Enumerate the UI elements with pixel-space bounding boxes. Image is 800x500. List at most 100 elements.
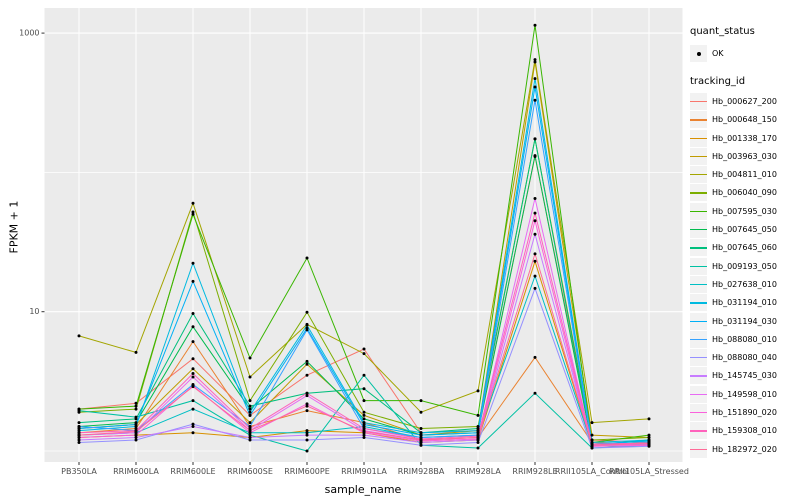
data-point bbox=[305, 402, 309, 406]
legend-label: Hb_027638_010 bbox=[712, 279, 777, 289]
legend-label: Hb_031194_030 bbox=[712, 316, 777, 326]
legend-key-line bbox=[690, 404, 707, 422]
legend-label: Hb_003963_030 bbox=[712, 151, 777, 161]
line-swatch-icon bbox=[690, 155, 707, 158]
data-point bbox=[305, 438, 309, 442]
data-point bbox=[248, 413, 252, 417]
legend-label: Hb_182972_020 bbox=[712, 444, 777, 454]
data-point bbox=[362, 436, 366, 439]
line-swatch-icon bbox=[690, 229, 707, 231]
data-point bbox=[191, 261, 195, 265]
data-point bbox=[77, 436, 81, 439]
data-point bbox=[305, 391, 309, 395]
x-tick-label: PB350LA bbox=[61, 467, 97, 476]
data-point bbox=[362, 417, 366, 421]
data-point bbox=[248, 427, 252, 430]
legend-label: Hb_007595_030 bbox=[712, 206, 777, 216]
legend-item-Hb_009193_050: Hb_009193_050 bbox=[690, 257, 800, 275]
legend-item-Hb_088080_040: Hb_088080_040 bbox=[690, 349, 800, 367]
legend-item-Hb_007595_030: Hb_007595_030 bbox=[690, 202, 800, 220]
legend-item-ok: OK bbox=[690, 45, 800, 62]
data-point bbox=[248, 356, 252, 360]
data-point bbox=[533, 60, 537, 64]
data-point bbox=[305, 394, 309, 398]
data-point bbox=[647, 442, 651, 446]
legend-item-Hb_088080_010: Hb_088080_010 bbox=[690, 330, 800, 348]
data-point bbox=[77, 441, 81, 444]
legend-label: Hb_159308_010 bbox=[712, 426, 777, 436]
legend-label: Hb_031194_010 bbox=[712, 298, 777, 308]
data-point bbox=[248, 399, 252, 403]
data-point bbox=[248, 421, 252, 425]
legend-key-line bbox=[690, 111, 707, 129]
data-point bbox=[305, 328, 309, 332]
line-swatch-icon bbox=[690, 119, 707, 121]
data-point bbox=[362, 347, 366, 351]
data-point bbox=[305, 429, 309, 433]
data-point bbox=[533, 77, 537, 81]
line-swatch-icon bbox=[690, 448, 707, 450]
data-point bbox=[476, 413, 480, 417]
legend-key-line bbox=[690, 312, 707, 330]
data-point bbox=[77, 409, 81, 413]
legend: quant_status OK tracking_id Hb_000627_20… bbox=[690, 26, 800, 459]
data-point bbox=[419, 427, 423, 430]
data-point bbox=[191, 372, 195, 375]
data-point bbox=[476, 446, 480, 450]
legend-key-point bbox=[690, 45, 707, 62]
data-point bbox=[191, 422, 195, 426]
data-point bbox=[533, 259, 537, 263]
y-tick-label: 10 bbox=[29, 307, 39, 316]
line-swatch-icon bbox=[690, 320, 707, 322]
data-point bbox=[191, 325, 195, 329]
data-point bbox=[419, 399, 423, 403]
data-point bbox=[305, 404, 309, 408]
legend-key-line bbox=[690, 184, 707, 202]
data-point bbox=[305, 359, 309, 363]
legend-label: Hb_009193_050 bbox=[712, 261, 777, 271]
data-point bbox=[248, 438, 252, 442]
data-point bbox=[248, 436, 252, 439]
legend-item-Hb_000648_150: Hb_000648_150 bbox=[690, 111, 800, 129]
legend-label: Hb_151890_020 bbox=[712, 408, 777, 418]
legend-item-Hb_031194_010: Hb_031194_010 bbox=[690, 294, 800, 312]
data-point bbox=[191, 375, 195, 379]
data-point bbox=[305, 433, 309, 437]
x-tick-label: RRII105LA_Stressed bbox=[609, 467, 689, 476]
legend-label: Hb_000627_200 bbox=[712, 97, 777, 106]
line-swatch-icon bbox=[690, 101, 707, 103]
legend-key-line bbox=[690, 440, 707, 458]
data-point bbox=[191, 425, 195, 428]
legend-label: Hb_088080_040 bbox=[712, 353, 777, 363]
data-point bbox=[476, 436, 480, 439]
data-point bbox=[590, 421, 594, 425]
legend-key-line bbox=[690, 422, 707, 440]
data-point bbox=[248, 429, 252, 433]
data-point bbox=[362, 430, 366, 433]
data-point bbox=[305, 409, 309, 413]
data-point bbox=[305, 449, 309, 453]
legend-key-line bbox=[690, 294, 707, 312]
legend-key-line bbox=[690, 257, 707, 275]
data-point bbox=[134, 438, 138, 442]
data-point bbox=[533, 85, 537, 89]
line-swatch-icon bbox=[690, 393, 707, 396]
legend-label: Hb_007645_060 bbox=[712, 243, 777, 253]
line-swatch-icon bbox=[690, 210, 707, 213]
line-swatch-icon bbox=[690, 375, 707, 377]
data-point bbox=[533, 154, 537, 158]
line-swatch-icon bbox=[690, 174, 707, 176]
data-point bbox=[134, 415, 138, 419]
data-point bbox=[533, 98, 537, 102]
data-point bbox=[362, 433, 366, 437]
data-point bbox=[305, 310, 309, 314]
legend-key-line bbox=[690, 129, 707, 147]
data-point bbox=[533, 286, 537, 290]
legend-item-Hb_027638_010: Hb_027638_010 bbox=[690, 275, 800, 293]
data-point bbox=[533, 219, 537, 223]
data-point bbox=[362, 352, 366, 356]
legend-label: Hb_000648_150 bbox=[712, 115, 777, 125]
line-swatch-icon bbox=[690, 430, 707, 432]
data-point bbox=[476, 441, 480, 444]
legend-item-Hb_004811_010: Hb_004811_010 bbox=[690, 166, 800, 184]
